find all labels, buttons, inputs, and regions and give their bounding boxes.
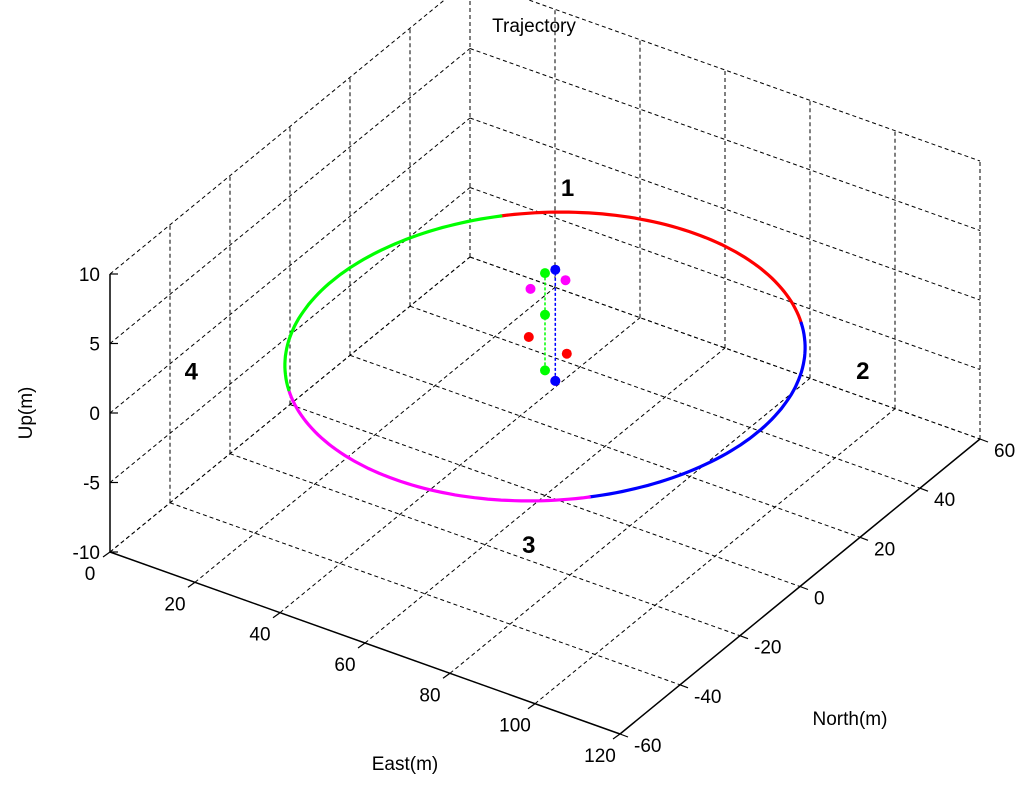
y-tick-mark (679, 684, 689, 689)
floor-grid-line (279, 317, 641, 614)
z-tick-label: 10 (79, 265, 100, 286)
back-wall-grid-line (527, 0, 981, 162)
x-tick-mark (272, 612, 281, 619)
segment-annotation-2: 2 (856, 358, 869, 385)
x-axis-label: East(m) (372, 754, 439, 775)
x-tick-mark (187, 581, 196, 588)
z-axis-label: Up(m) (16, 387, 37, 440)
y-tick-mark (979, 438, 989, 443)
markers (523, 264, 572, 386)
tick-labels: 0 20 40 60 80 100 120 -60 -40 -20 0 20 40 60 -10 -5 0 5 10 (73, 265, 1016, 767)
trajectory-segment-2 (587, 321, 807, 499)
side-wall-grid-line (109, 117, 471, 414)
y-tick-label: -60 (634, 736, 661, 757)
back-wall-grid-line (469, 117, 981, 301)
segment-annotation-4: 4 (185, 358, 199, 385)
x-tick-mark (442, 672, 451, 679)
y-tick-mark (799, 585, 809, 591)
marker-point (525, 283, 536, 294)
y-tick-label: 60 (994, 441, 1015, 462)
floor-grid-line (194, 286, 556, 583)
trajectory-segments (283, 210, 807, 503)
z-tick-label: -10 (73, 543, 100, 564)
chart-title: Trajectory (492, 16, 576, 37)
y-axis-label: North(m) (813, 709, 888, 730)
back-wall-grid-line (469, 256, 981, 440)
floor-grid-line (289, 404, 801, 587)
marker-point (540, 309, 550, 320)
x-tick-label: 40 (249, 625, 270, 646)
y-tick-mark (919, 487, 929, 492)
segment-annotation-1: 1 (561, 175, 574, 202)
floor-grid-line (409, 305, 921, 489)
y-tick-label: 20 (874, 539, 895, 560)
x-tick-label: 80 (419, 685, 440, 706)
back-wall-grid-line (469, 187, 981, 370)
segment-annotation-3: 3 (522, 532, 535, 559)
marker-point (560, 275, 571, 286)
z-tick-label: 0 (89, 404, 100, 425)
y-tick-label: 40 (934, 490, 955, 511)
marker-point (550, 375, 561, 386)
y-tick-label: -20 (754, 638, 781, 659)
marker-point (561, 348, 572, 359)
x-tick-label: 60 (334, 655, 355, 676)
marker-point (550, 264, 561, 275)
floor-grid-line (229, 453, 741, 637)
y-tick-mark (739, 635, 749, 640)
y-tick-label: 0 (814, 589, 825, 610)
trajectory-segment-4 (283, 214, 503, 392)
z-tick-label: 5 (89, 335, 100, 356)
x-tick-label: 120 (584, 746, 616, 767)
floor-grid-line (169, 502, 681, 686)
annotations: 1 2 3 4 (185, 175, 870, 559)
marker-point (540, 268, 550, 279)
side-wall-grid-line (109, 48, 471, 344)
x-tick-label: 0 (85, 564, 96, 585)
y-tick-mark (619, 733, 629, 738)
marker-point (540, 365, 550, 376)
x-tick-mark (357, 642, 366, 649)
z-tick-label: -5 (83, 474, 100, 495)
trajectory-segment-1 (499, 210, 803, 325)
y-tick-mark (859, 536, 869, 541)
trajectory-segment-3 (287, 388, 591, 503)
y-tick-label: -40 (694, 687, 721, 708)
back-wall-grid-line (469, 48, 981, 231)
x-tick-mark (612, 733, 621, 740)
floor-grid-line (364, 347, 726, 644)
side-wall-grid-line (109, 256, 471, 553)
marker-point (523, 332, 534, 342)
axes (102, 273, 989, 740)
x-tick-label: 20 (164, 594, 185, 615)
x-tick-label: 100 (499, 716, 531, 737)
x-tick-mark (527, 703, 536, 710)
x-tick-mark (102, 551, 111, 558)
side-wall-grid-line (109, 0, 446, 275)
floor-grid-line (349, 354, 861, 538)
